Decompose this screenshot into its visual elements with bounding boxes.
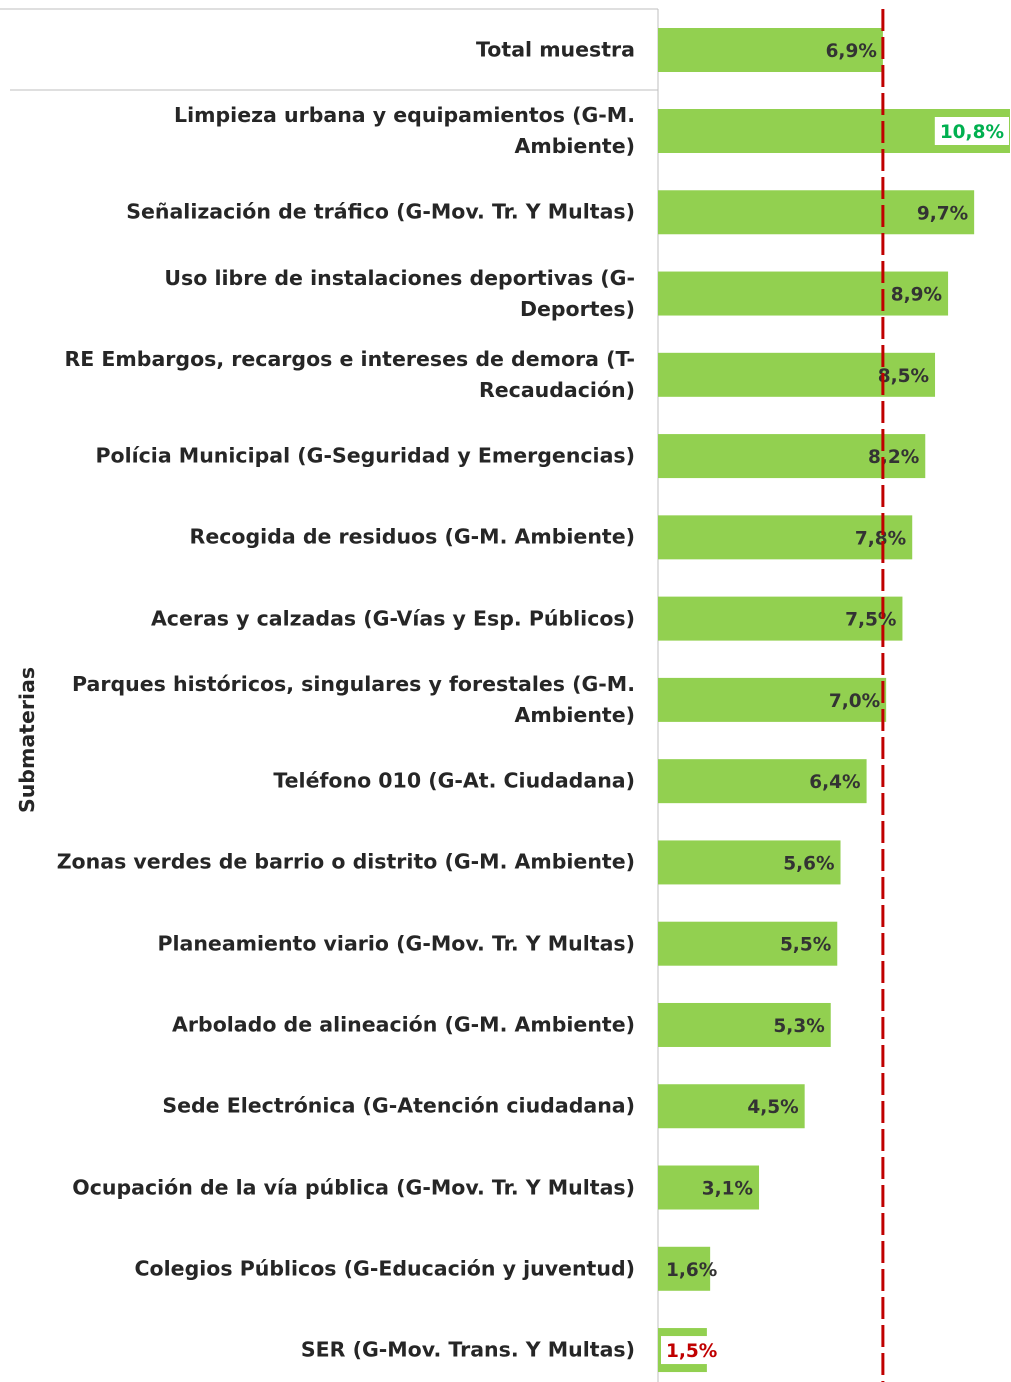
category-label: Teléfono 010 (G-At. Ciudadana) (273, 768, 635, 793)
category-label: Señalización de tráfico (G-Mov. Tr. Y Mu… (126, 199, 635, 224)
value-label: 8,5% (878, 366, 929, 387)
value-label-box (661, 1336, 723, 1365)
bar (658, 1165, 760, 1210)
category-label: RE Embargos, recargos e intereses de dem… (64, 346, 636, 402)
category-label: Sede Electrónica (G-Atención ciudadana) (162, 1093, 635, 1118)
value-label: 6,9% (826, 41, 877, 62)
value-label-box (934, 117, 1009, 145)
bar (658, 677, 887, 722)
value-label: 9,7% (917, 203, 968, 224)
bar (658, 28, 883, 72)
value-label: 5,3% (773, 1016, 824, 1037)
value-label: 7,8% (855, 528, 906, 549)
category-label: Uso libre de instalaciones deportivas (G… (164, 265, 635, 321)
bar (658, 190, 975, 235)
value-label: 7,5% (845, 610, 896, 631)
bar (658, 1002, 831, 1047)
bar (658, 515, 913, 560)
value-label: 8,2% (868, 447, 919, 468)
value-label: 4,5% (747, 1097, 798, 1118)
category-label: Ocupación de la vía pública (G-Mov. Tr. … (72, 1175, 635, 1199)
bar (658, 921, 838, 966)
bar (658, 1246, 711, 1291)
bar (658, 271, 949, 316)
category-label: SER (G-Mov. Trans. Y Multas) (300, 1337, 635, 1362)
category-label: Aceras y calzadas (G-Vías y Esp. Público… (150, 606, 635, 631)
value-label: 6,4% (809, 772, 860, 793)
value-label: 5,5% (780, 935, 831, 956)
category-label: Zonas verdes de barrio o distrito (G-M. … (56, 849, 635, 874)
value-label: 10,8% (940, 122, 1004, 143)
bar (658, 840, 841, 885)
category-label: Colegios Públicos (G-Educación y juventu… (134, 1256, 635, 1281)
value-label: 1,5% (666, 1341, 717, 1362)
value-label: 3,1% (702, 1179, 753, 1200)
bar (658, 352, 936, 397)
bar (658, 596, 903, 641)
value-label: 1,6% (666, 1260, 717, 1281)
value-label: 7,0% (829, 691, 880, 712)
category-label: Polícia Municipal (G-Seguridad y Emergen… (95, 443, 635, 468)
bar (658, 759, 867, 804)
axis-title: Submaterias (15, 667, 39, 813)
category-label: Arbolado de alineación (G-M. Ambiente) (172, 1012, 635, 1037)
category-label: Parques históricos, singulares y foresta… (72, 671, 635, 727)
bar (658, 434, 926, 479)
category-label: Limpieza urbana y equipamientos (G-M. Am… (174, 103, 635, 158)
category-label: Planeamiento viario (G-Mov. Tr. Y Multas… (157, 931, 635, 956)
category-label: Recogida de residuos (G-M. Ambiente) (189, 524, 635, 549)
category-label: Total muestra (476, 37, 635, 62)
value-label: 5,6% (783, 853, 834, 874)
bar (658, 1084, 805, 1129)
value-label: 8,9% (891, 285, 942, 306)
